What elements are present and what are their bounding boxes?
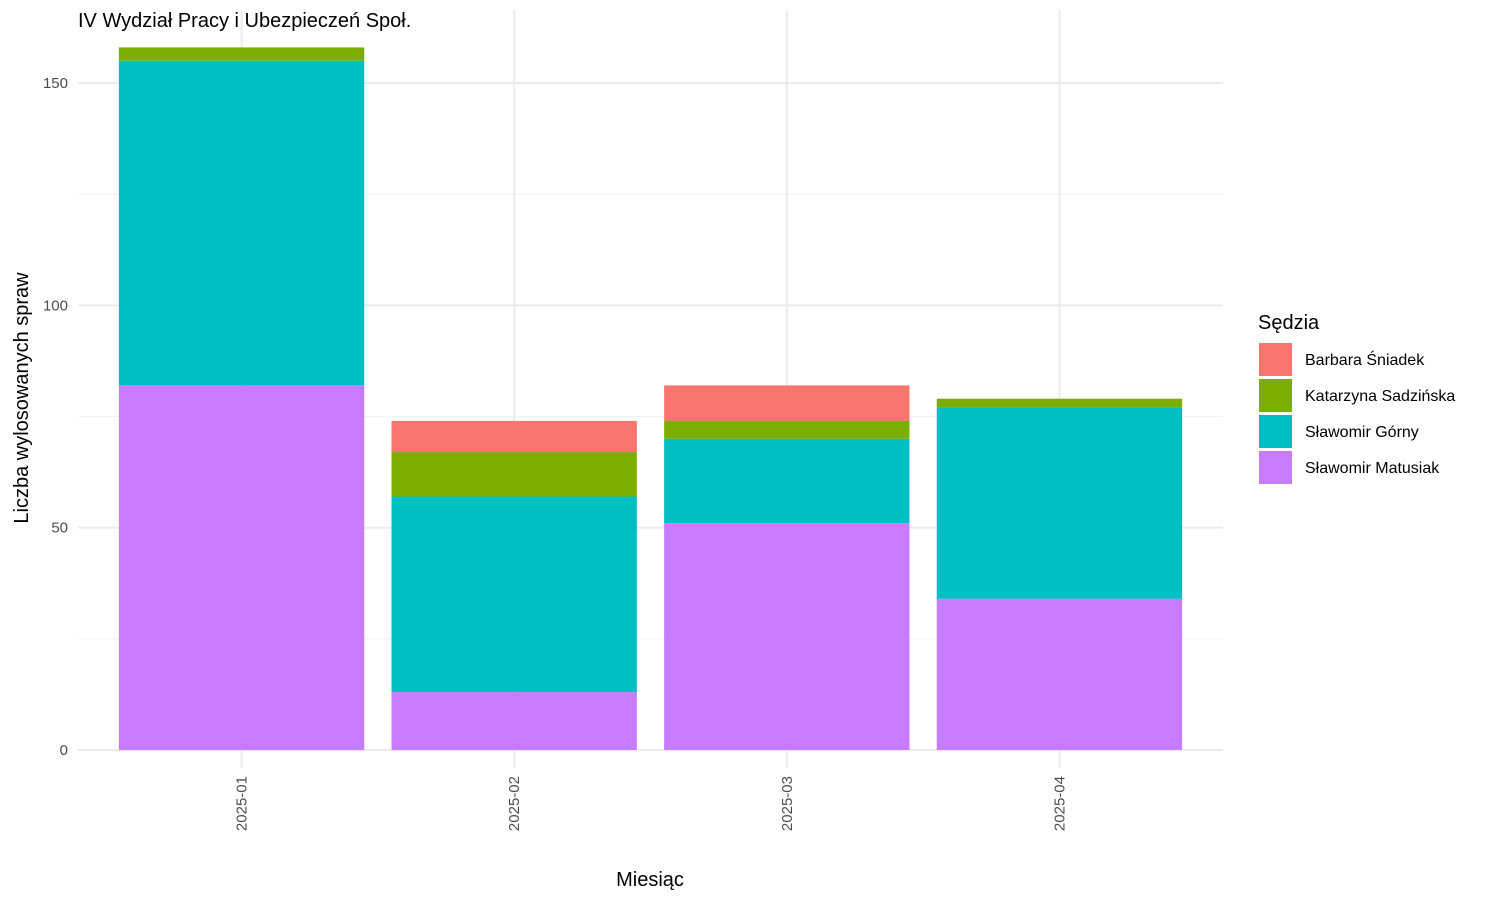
bar-segment [936, 598, 1183, 750]
legend-swatch [1259, 379, 1292, 412]
legend-label: Sławomir Matusiak [1305, 460, 1440, 477]
bars [118, 47, 1183, 750]
legend: Sędzia Barbara Śniadek Katarzyna Sadzińsk… [1258, 312, 1455, 484]
y-tick-label: 150 [43, 75, 68, 92]
x-tick-label: 2025-01 [234, 776, 251, 831]
bar-segment [118, 385, 365, 750]
bar-segment [664, 420, 910, 439]
bar-segment [664, 385, 910, 421]
y-tick-label: 100 [43, 297, 68, 314]
x-axis-title: Miesiąc [616, 869, 684, 891]
bar-segment [118, 47, 365, 61]
x-tick-label: 2025-02 [506, 776, 523, 831]
y-tick-label: 0 [60, 742, 68, 759]
bar-segment [936, 398, 1183, 408]
bar-segment [391, 496, 637, 693]
bar-segment [936, 407, 1183, 599]
legend-label: Katarzyna Sadzińska [1305, 388, 1455, 405]
y-axis: 0 50 100 150 [43, 75, 68, 759]
chart-title: IV Wydział Pracy i Ubezpieczeń Społ. [78, 10, 411, 32]
legend-label: Barbara Śniadek [1305, 350, 1425, 369]
legend-label: Sławomir Górny [1305, 424, 1419, 441]
bar-segment [664, 523, 910, 750]
legend-swatch [1259, 415, 1292, 448]
bar-segment [664, 438, 910, 524]
bar-segment [118, 60, 365, 386]
legend-title: Sędzia [1258, 312, 1320, 334]
x-tick-label: 2025-03 [779, 776, 796, 831]
legend-swatch [1259, 343, 1292, 376]
bar-segment [391, 420, 637, 453]
x-tick-label: 2025-04 [1051, 776, 1068, 831]
y-tick-label: 50 [51, 520, 68, 537]
bar-segment [391, 452, 637, 497]
bar-segment [391, 692, 637, 750]
x-axis: 2025-01 2025-02 2025-03 2025-04 [234, 776, 1069, 831]
legend-swatch [1259, 451, 1292, 484]
y-axis-title: Liczba wylosowanych spraw [11, 272, 33, 524]
